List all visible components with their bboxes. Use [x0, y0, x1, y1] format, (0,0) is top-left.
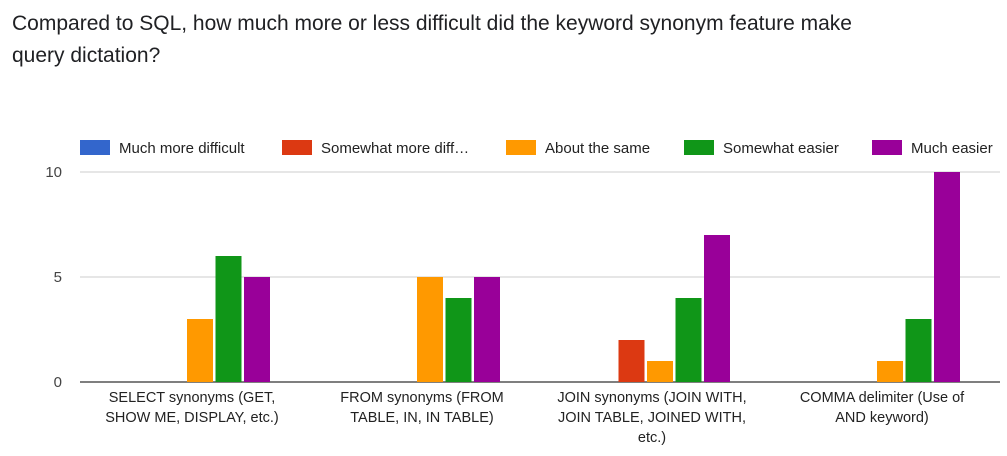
legend-label: Much more difficult — [119, 140, 245, 157]
x-category-label: SELECT synonyms (GET, SHOW ME, DISPLAY, e… — [105, 390, 279, 426]
x-axis-categories: SELECT synonyms (GET, SHOW ME, DISPLAY, e… — [105, 390, 965, 446]
legend-swatch — [872, 140, 902, 155]
legend-label: About the same — [545, 140, 650, 157]
legend-swatch — [684, 140, 714, 155]
x-category-label: COMMA delimiter (Use of AND keyword) — [800, 390, 965, 426]
bar — [675, 298, 702, 382]
bars — [187, 172, 960, 382]
bar — [647, 361, 673, 382]
bar — [417, 277, 443, 382]
legend-label: Somewhat easier — [723, 140, 839, 157]
bar — [704, 235, 730, 382]
legend-label: Much easier — [911, 140, 993, 157]
y-tick-label: 0 — [54, 374, 62, 391]
legend-label: Somewhat more diff… — [321, 140, 469, 157]
x-category-label: JOIN synonyms (JOIN WITH, JOIN TABLE, JOI… — [557, 390, 746, 446]
bar — [445, 298, 472, 382]
bar — [934, 172, 960, 382]
legend-swatch — [80, 140, 110, 155]
legend-swatch — [282, 140, 312, 155]
legend: Much more difficult Somewhat more diff… Ab… — [80, 140, 993, 157]
bar — [474, 277, 500, 382]
y-tick-label: 10 — [45, 164, 62, 181]
bar — [618, 340, 645, 382]
y-tick-label: 5 — [54, 269, 62, 286]
legend-swatch — [506, 140, 536, 155]
x-category-label: FROM synonyms (FROM TABLE, IN, IN TABLE) — [340, 390, 504, 426]
bar — [905, 319, 932, 382]
bar — [215, 256, 242, 382]
y-axis-ticks: 0 5 10 — [45, 164, 62, 391]
bar — [187, 319, 213, 382]
chart-title: Compared to SQL, how much more or less d… — [12, 12, 852, 67]
bar — [244, 277, 270, 382]
bar — [877, 361, 903, 382]
